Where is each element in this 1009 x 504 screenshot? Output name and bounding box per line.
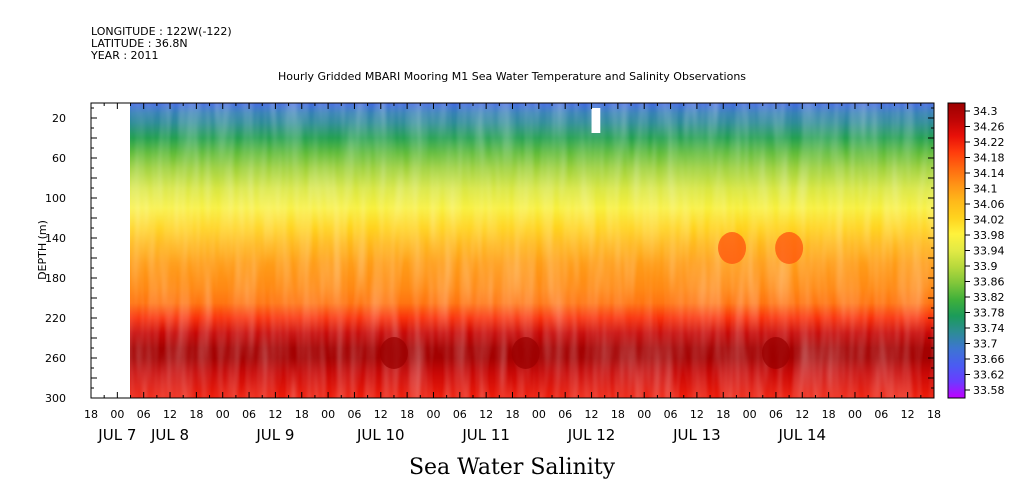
x-hour-label: 00 xyxy=(426,408,440,421)
colorbar-label: 34.14 xyxy=(973,167,1005,180)
y-tick-label: 300 xyxy=(45,392,66,405)
colorbar-label: 33.9 xyxy=(973,260,998,273)
y-tick-label: 260 xyxy=(45,352,66,365)
missing-data-left xyxy=(91,103,130,398)
colorbar-label: 33.58 xyxy=(973,384,1005,397)
x-hour-label: 12 xyxy=(795,408,809,421)
x-date-label: JUL 13 xyxy=(672,426,721,444)
y-axis: 20 60 100 140 180 220 260 300 xyxy=(45,107,934,405)
x-hour-label: 18 xyxy=(506,408,520,421)
x-hour-label: 12 xyxy=(163,408,177,421)
y-tick-label: 180 xyxy=(45,272,66,285)
missing-data-block xyxy=(591,108,601,133)
plot-area xyxy=(90,102,935,399)
colorbar-ticks: 34.3 34.26 34.22 34.18 34.14 34.1 34.06 34.02 33… xyxy=(965,105,1005,397)
variable-label: Sea Water Salinity xyxy=(409,455,616,480)
x-hour-label: 00 xyxy=(216,408,230,421)
salinity-feature xyxy=(775,232,804,264)
x-hour-label: 12 xyxy=(690,408,704,421)
x-hour-label: 06 xyxy=(558,408,572,421)
colorbar-label: 33.86 xyxy=(973,276,1005,289)
chart-title: Hourly Gridded MBARI Mooring M1 Sea Wate… xyxy=(278,70,746,83)
x-hour-label: 00 xyxy=(848,408,862,421)
x-hour-label: 00 xyxy=(637,408,651,421)
colorbar-label: 34.18 xyxy=(973,152,1005,165)
x-date-label: JUL 10 xyxy=(356,426,405,444)
heatmap-field xyxy=(130,103,934,398)
salinity-feature xyxy=(379,337,408,369)
salinity-feature xyxy=(718,232,747,264)
x-hour-label: 06 xyxy=(242,408,256,421)
x-hour-label: 18 xyxy=(611,408,625,421)
missing-layer xyxy=(91,103,601,398)
x-date-label: JUL 8 xyxy=(150,426,189,444)
x-date-label: JUL 9 xyxy=(255,426,294,444)
x-hour-label: 06 xyxy=(453,408,467,421)
x-hour-label: 18 xyxy=(84,408,98,421)
x-hour-label: 06 xyxy=(769,408,783,421)
colorbar: 34.3 34.26 34.22 34.18 34.14 34.1 34.06 34.02 33… xyxy=(947,102,1005,399)
y-tick-label: 140 xyxy=(45,232,66,245)
colorbar-label: 33.78 xyxy=(973,307,1005,320)
salinity-feature xyxy=(761,337,790,369)
colorbar-scale xyxy=(947,102,966,399)
x-hour-label: 18 xyxy=(295,408,309,421)
salinity-feature xyxy=(511,337,540,369)
header-info: LONGITUDE : 122W(-122) LATITUDE : 36.8N … xyxy=(90,25,232,62)
x-date-label: JUL 14 xyxy=(777,426,826,444)
x-date-label: JUL 7 xyxy=(97,426,136,444)
colorbar-label: 33.74 xyxy=(973,322,1005,335)
colorbar-label: 33.66 xyxy=(973,353,1005,366)
x-hour-label: 18 xyxy=(400,408,414,421)
x-hour-label: 12 xyxy=(901,408,915,421)
colorbar-label: 34.3 xyxy=(973,105,998,118)
colorbar-label: 34.06 xyxy=(973,198,1005,211)
latitude-label: LATITUDE : 36.8N xyxy=(91,37,188,50)
colorbar-label: 33.62 xyxy=(973,369,1005,382)
y-tick-label: 60 xyxy=(52,152,66,165)
x-hour-label: 18 xyxy=(716,408,730,421)
x-hour-label: 12 xyxy=(374,408,388,421)
x-hour-label: 06 xyxy=(874,408,888,421)
colorbar-label: 33.82 xyxy=(973,291,1005,304)
y-tick-label: 220 xyxy=(45,312,66,325)
colorbar-label: 33.98 xyxy=(973,229,1005,242)
x-hour-label: 00 xyxy=(743,408,757,421)
x-hour-label: 18 xyxy=(822,408,836,421)
x-hour-label: 06 xyxy=(137,408,151,421)
x-hour-label: 06 xyxy=(664,408,678,421)
x-hour-label: 18 xyxy=(927,408,941,421)
x-hour-label: 12 xyxy=(479,408,493,421)
x-hour-label: 12 xyxy=(268,408,282,421)
feature-layer xyxy=(379,232,804,369)
x-hour-label: 00 xyxy=(321,408,335,421)
colorbar-label: 34.26 xyxy=(973,121,1005,134)
x-date-label: JUL 11 xyxy=(461,426,510,444)
colorbar-label: 33.7 xyxy=(973,338,998,351)
colorbar-label: 34.02 xyxy=(973,214,1005,227)
x-hour-label: 18 xyxy=(189,408,203,421)
colorbar-label: 34.22 xyxy=(973,136,1005,149)
x-axis: 18 00 06 12 18 00 06 12 18 00 06 12 18 00 06 12 18 00 06 12… xyxy=(84,103,941,444)
x-hour-label: 00 xyxy=(110,408,124,421)
x-hour-label: 12 xyxy=(585,408,599,421)
x-hour-label: 00 xyxy=(532,408,546,421)
x-date-label: JUL 12 xyxy=(567,426,616,444)
y-tick-label: 100 xyxy=(45,192,66,205)
y-tick-label: 20 xyxy=(52,112,66,125)
y-axis-label: DEPTH (m) xyxy=(36,220,49,280)
year-label: YEAR : 2011 xyxy=(90,49,159,62)
x-hour-label: 06 xyxy=(347,408,361,421)
colorbar-label: 33.94 xyxy=(973,245,1005,258)
colorbar-label: 34.1 xyxy=(973,183,998,196)
longitude-label: LONGITUDE : 122W(-122) xyxy=(91,25,232,38)
